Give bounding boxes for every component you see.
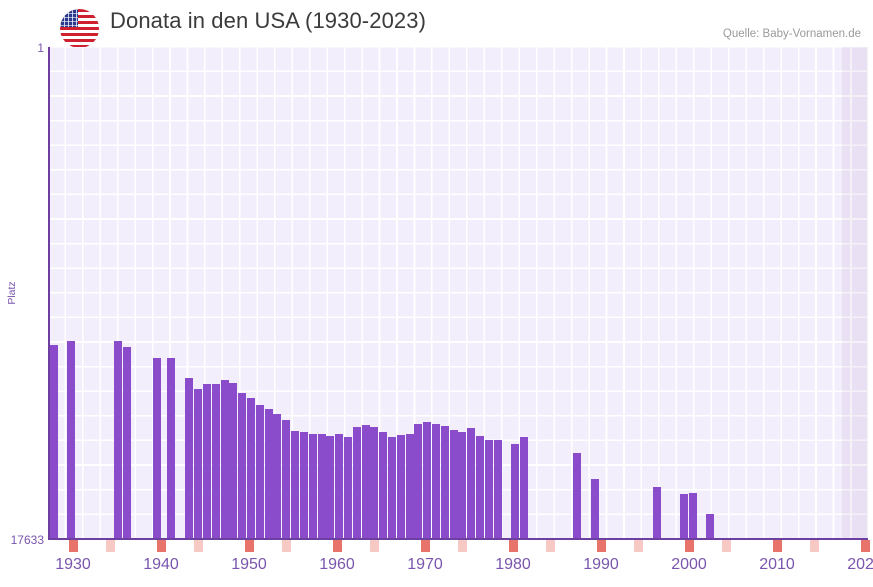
bar-1953[interactable]	[265, 409, 273, 539]
x-axis-tick-label-2000: 2000	[671, 556, 707, 573]
page-title: Donata in den USA (1930-2023)	[110, 8, 427, 33]
bar-1979[interactable]	[494, 440, 502, 539]
x-axis-tick-label-1930: 1930	[55, 556, 91, 573]
bar-1967[interactable]	[388, 437, 396, 539]
bar-1978[interactable]	[485, 440, 493, 539]
bar-1942[interactable]	[167, 358, 175, 539]
x-axis-tick-mark	[633, 540, 643, 552]
bar-1997[interactable]	[653, 487, 661, 539]
bar-1976[interactable]	[467, 428, 475, 539]
x-axis-tick-mark	[68, 540, 78, 552]
us-flag-icon	[60, 9, 99, 48]
bar-1948[interactable]	[221, 380, 229, 539]
x-axis-tick-label-1960: 1960	[319, 556, 355, 573]
bar-1974[interactable]	[450, 430, 458, 539]
x-axis-tick-mark	[332, 540, 342, 552]
bar-1946[interactable]	[203, 384, 211, 539]
bar-1949[interactable]	[229, 383, 237, 539]
y-axis-line	[48, 47, 50, 539]
bar-1931[interactable]	[67, 341, 75, 539]
bar-1954[interactable]	[273, 414, 281, 539]
bar-1990[interactable]	[591, 479, 599, 539]
bar-1964[interactable]	[362, 425, 370, 539]
bar-1972[interactable]	[432, 424, 440, 539]
y-axis-bottom-tick-label: 17633	[10, 533, 44, 547]
x-axis-tick-mark	[860, 540, 870, 552]
bar-1968[interactable]	[397, 435, 405, 539]
x-axis-line	[48, 538, 868, 540]
x-axis-tick-mark	[684, 540, 694, 552]
x-axis-tick-mark	[156, 540, 166, 552]
bar-1988[interactable]	[573, 453, 581, 539]
x-axis-tick-label-1990: 1990	[583, 556, 619, 573]
bar-1966[interactable]	[379, 432, 387, 539]
x-axis-tick-mark	[420, 540, 430, 552]
bar-1947[interactable]	[212, 384, 220, 539]
bar-1971[interactable]	[423, 422, 431, 539]
bar-1975[interactable]	[458, 432, 466, 539]
x-axis-tick-mark	[772, 540, 782, 552]
bar-1977[interactable]	[476, 436, 484, 539]
x-axis-tick-mark	[281, 540, 291, 552]
y-axis-title: Platz	[6, 281, 18, 305]
x-axis-tick-mark	[809, 540, 819, 552]
x-axis-tick-label-2010: 2010	[759, 556, 795, 573]
bar-2000[interactable]	[680, 494, 688, 539]
bar-2003[interactable]	[706, 514, 714, 539]
bar-1982[interactable]	[520, 437, 528, 539]
x-axis-tick-mark	[596, 540, 606, 552]
x-axis-tick-label-1980: 1980	[495, 556, 531, 573]
plot-area	[48, 47, 868, 539]
x-axis-tick-mark	[457, 540, 467, 552]
bar-1930[interactable]	[50, 345, 58, 539]
bar-1961[interactable]	[335, 434, 343, 539]
x-axis-tick-label-1950: 1950	[231, 556, 267, 573]
flag-canton	[60, 9, 79, 27]
bar-1952[interactable]	[256, 405, 264, 539]
bar-1960[interactable]	[326, 436, 334, 539]
bar-1969[interactable]	[406, 434, 414, 539]
source-attribution: Quelle: Baby-Vornamen.de	[722, 28, 861, 40]
bar-1958[interactable]	[309, 434, 317, 539]
x-axis-tick-mark	[545, 540, 555, 552]
bar-1941[interactable]	[153, 358, 161, 539]
bar-1936[interactable]	[114, 341, 122, 539]
y-axis-top-tick-label: 1	[37, 41, 44, 55]
x-axis-tick-mark	[369, 540, 379, 552]
x-axis-tick-label-2020: 2020	[847, 556, 873, 573]
bar-2001[interactable]	[689, 493, 697, 539]
x-axis-tick-mark	[193, 540, 203, 552]
bar-1945[interactable]	[194, 389, 202, 539]
bar-1965[interactable]	[370, 427, 378, 539]
x-axis-tick-mark	[105, 540, 115, 552]
bar-1970[interactable]	[414, 424, 422, 539]
bar-1981[interactable]	[511, 444, 519, 539]
bar-1962[interactable]	[344, 437, 352, 539]
bar-1973[interactable]	[441, 426, 449, 539]
bar-1956[interactable]	[291, 431, 299, 539]
chart-header: Donata in den USA (1930-2023) Quelle: Ba…	[0, 0, 873, 48]
x-axis-tick-label-1970: 1970	[407, 556, 443, 573]
bar-1937[interactable]	[123, 347, 131, 539]
x-axis-tick-label-1940: 1940	[143, 556, 179, 573]
bar-1957[interactable]	[300, 432, 308, 539]
bar-1944[interactable]	[185, 378, 193, 539]
bar-1963[interactable]	[353, 427, 361, 539]
x-axis-tick-mark	[721, 540, 731, 552]
bar-1951[interactable]	[247, 398, 255, 539]
bar-1955[interactable]	[282, 420, 290, 539]
x-axis-tick-mark	[244, 540, 254, 552]
bar-1950[interactable]	[238, 393, 246, 539]
x-axis-tick-mark	[508, 540, 518, 552]
bar-1959[interactable]	[318, 434, 326, 539]
